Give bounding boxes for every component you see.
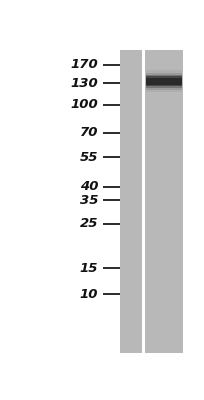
Text: 25: 25 <box>80 217 98 230</box>
Bar <box>145 50 183 353</box>
Text: 35: 35 <box>80 194 98 207</box>
Text: 10: 10 <box>80 288 98 301</box>
Bar <box>146 70 182 92</box>
Text: 55: 55 <box>80 151 98 164</box>
Text: 70: 70 <box>80 126 98 139</box>
Bar <box>146 75 182 88</box>
Bar <box>120 50 142 353</box>
Text: 15: 15 <box>80 262 98 275</box>
Bar <box>146 73 182 90</box>
Text: 130: 130 <box>70 77 98 90</box>
Bar <box>146 78 182 85</box>
Text: 40: 40 <box>80 180 98 193</box>
Bar <box>142 50 145 353</box>
Text: 170: 170 <box>70 58 98 72</box>
Bar <box>146 76 182 86</box>
Text: 100: 100 <box>70 98 98 112</box>
